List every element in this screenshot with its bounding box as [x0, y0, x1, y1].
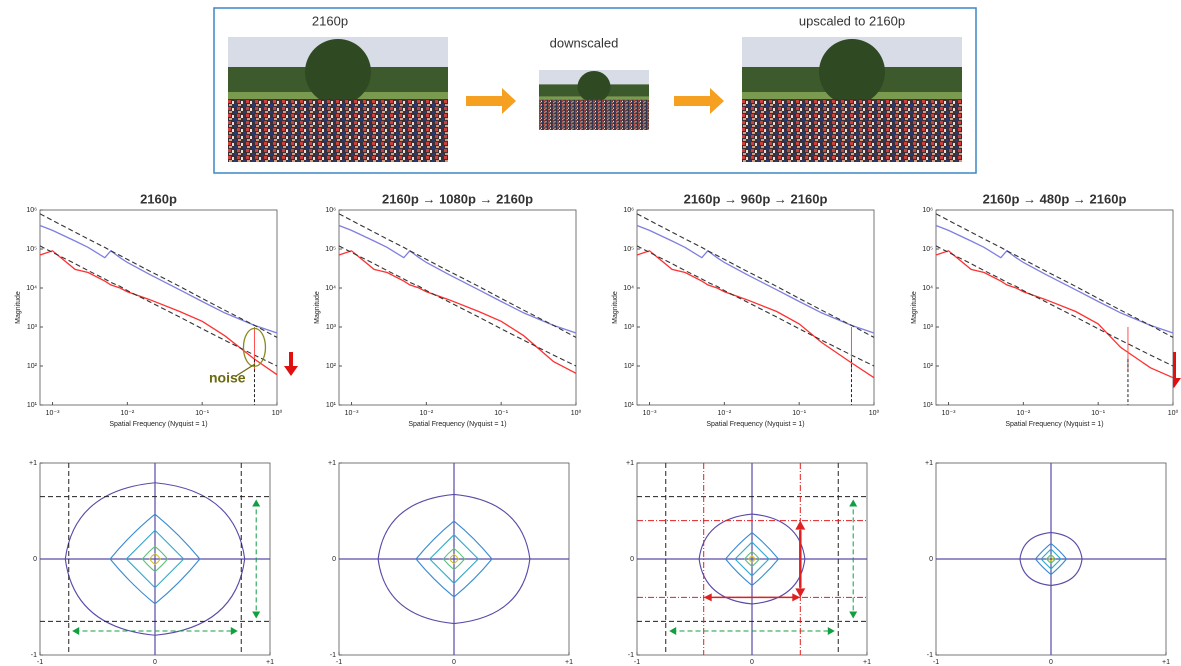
y-tick-label: 0: [630, 556, 634, 563]
y-tick-label: -1: [927, 652, 933, 659]
y-tick-label: -1: [330, 652, 336, 659]
x-tick-label: 0: [750, 659, 754, 666]
x-tick-label: -1: [336, 659, 342, 666]
y-tick-label: 10²: [326, 363, 337, 370]
y-tick-label: 0: [33, 556, 37, 563]
plot-area: [936, 210, 1173, 405]
x-tick-label: 10⁻¹: [494, 410, 508, 417]
x-tick-label: 10⁻³: [46, 410, 60, 417]
x-tick-label: 10⁻¹: [792, 410, 806, 417]
image-label: upscaled to 2160p: [799, 13, 905, 28]
y-axis-label: Magnitude: [612, 291, 619, 324]
y-tick-label: 10⁴: [922, 285, 933, 292]
image-label: downscaled: [550, 35, 619, 50]
figure: 2160p downscaled upscaled to 2160p 2160p…: [0, 0, 1181, 666]
y-tick-label: -1: [628, 652, 634, 659]
y-axis-label: Magnitude: [911, 291, 918, 324]
y-tick-label: 10⁶: [922, 207, 933, 214]
downscaled-image: [539, 70, 649, 130]
x-tick-label: 10⁰: [869, 409, 880, 417]
y-tick-label: 10³: [326, 324, 337, 331]
x-tick-label: 10⁻²: [120, 410, 134, 417]
x-tick-label: 0: [1049, 659, 1053, 666]
y-tick-label: 10⁴: [325, 285, 336, 292]
x-tick-label: 10⁻³: [942, 410, 956, 417]
y-tick-label: 10¹: [923, 402, 934, 409]
y-tick-label: -1: [31, 652, 37, 659]
plot-area: [637, 210, 874, 405]
y-tick-label: 10¹: [624, 402, 635, 409]
y-tick-label: 10³: [624, 324, 635, 331]
y-tick-label: 10⁵: [922, 246, 933, 253]
plot-area: [339, 210, 576, 405]
x-tick-label: 10⁰: [571, 409, 582, 417]
y-tick-label: 10⁴: [623, 285, 634, 292]
chart-title: 2160p → 480p → 2160p: [983, 191, 1127, 206]
x-axis-label: Spatial Frequency (Nyquist = 1): [706, 421, 804, 428]
x-tick-label: 10⁻¹: [195, 410, 209, 417]
y-tick-label: 10⁵: [26, 246, 37, 253]
y-tick-label: 10⁶: [26, 207, 37, 214]
x-axis-label: Spatial Frequency (Nyquist = 1): [109, 421, 207, 428]
y-tick-label: 10³: [27, 324, 38, 331]
x-axis-label: Spatial Frequency (Nyquist = 1): [408, 421, 506, 428]
x-tick-label: -1: [37, 659, 43, 666]
down-arrow: [284, 352, 298, 376]
x-tick-label: 10⁰: [1168, 409, 1179, 417]
y-tick-label: +1: [328, 460, 336, 467]
y-tick-label: +1: [925, 460, 933, 467]
x-tick-label: 10⁻²: [419, 410, 433, 417]
chart-title: 2160p → 960p → 2160p: [684, 191, 828, 206]
original-image: [228, 37, 448, 162]
chart-title: 2160p → 1080p → 2160p: [382, 191, 533, 206]
x-tick-label: 10⁻³: [345, 410, 359, 417]
x-axis-label: Spatial Frequency (Nyquist = 1): [1005, 421, 1103, 428]
y-tick-label: 10²: [923, 363, 934, 370]
x-tick-label: 10⁰: [272, 409, 283, 417]
x-tick-label: -1: [634, 659, 640, 666]
x-tick-label: -1: [933, 659, 939, 666]
y-tick-label: +1: [29, 460, 37, 467]
y-tick-label: 10⁶: [325, 207, 336, 214]
x-tick-label: +1: [863, 659, 871, 666]
y-tick-label: 0: [332, 556, 336, 563]
y-tick-label: 10¹: [27, 402, 38, 409]
y-tick-label: 10⁴: [26, 285, 37, 292]
y-tick-label: 10²: [27, 363, 38, 370]
annotation: noise: [209, 370, 246, 386]
x-tick-label: +1: [1162, 659, 1170, 666]
x-tick-label: 10⁻¹: [1091, 410, 1105, 417]
y-tick-label: 10²: [624, 363, 635, 370]
upscaled-image: [742, 37, 962, 162]
x-tick-label: 10⁻²: [717, 410, 731, 417]
chart-title: 2160p: [140, 191, 177, 206]
y-tick-label: 10³: [923, 324, 934, 331]
y-axis-label: Magnitude: [314, 291, 321, 324]
y-tick-label: 10¹: [326, 402, 337, 409]
x-tick-label: +1: [266, 659, 274, 666]
y-tick-label: 0: [929, 556, 933, 563]
x-tick-label: 10⁻³: [643, 410, 657, 417]
x-tick-label: +1: [565, 659, 573, 666]
x-tick-label: 0: [452, 659, 456, 666]
y-tick-label: +1: [626, 460, 634, 467]
x-tick-label: 10⁻²: [1016, 410, 1030, 417]
y-tick-label: 10⁶: [623, 207, 634, 214]
y-tick-label: 10⁵: [623, 246, 634, 253]
y-tick-label: 10⁵: [325, 246, 336, 253]
x-tick-label: 0: [153, 659, 157, 666]
y-axis-label: Magnitude: [15, 291, 22, 324]
image-label: 2160p: [312, 13, 348, 28]
